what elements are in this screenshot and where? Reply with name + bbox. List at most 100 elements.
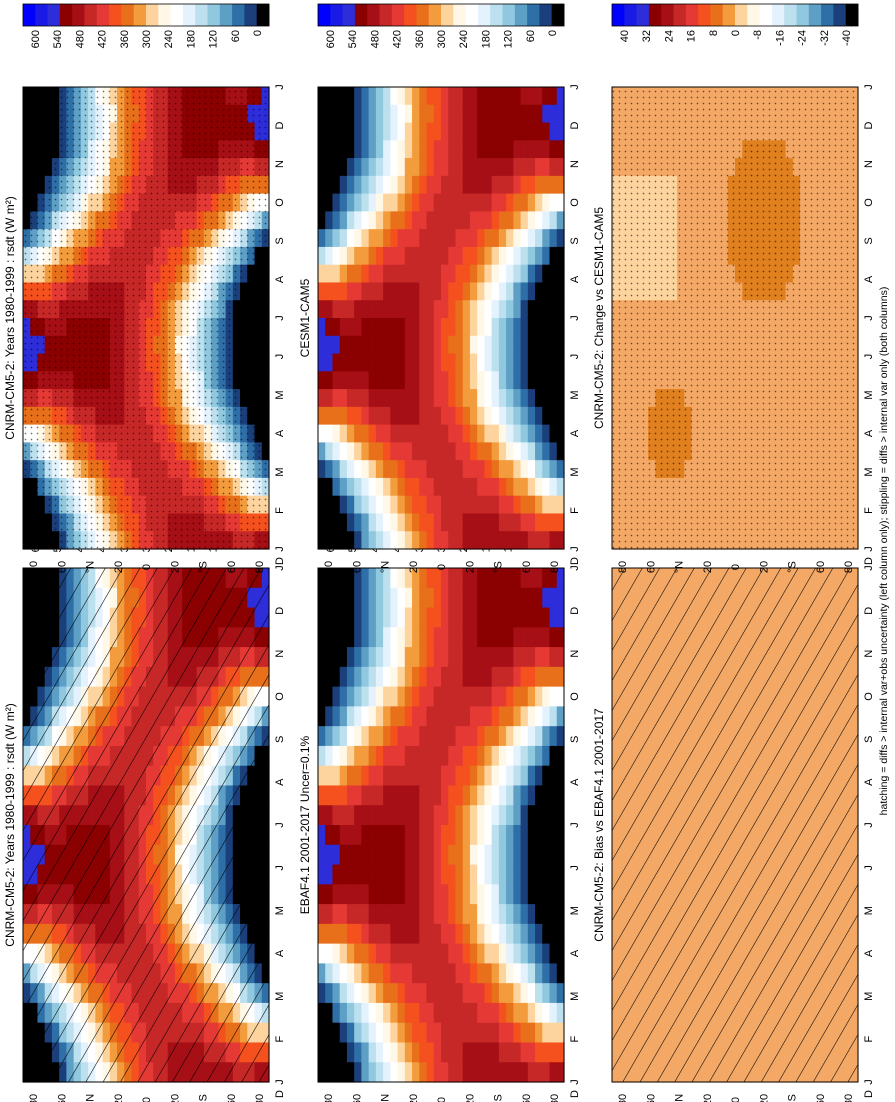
cell	[375, 175, 384, 195]
cell	[318, 1022, 326, 1044]
cell	[375, 923, 384, 945]
cell	[448, 353, 457, 372]
cell	[346, 246, 355, 266]
month-tick-label: A	[274, 949, 286, 957]
cell	[339, 531, 348, 550]
cell	[361, 627, 370, 648]
cell	[506, 442, 514, 461]
cell	[542, 122, 551, 141]
colorbar-swatch	[465, 4, 479, 26]
cell	[527, 706, 536, 727]
cell	[332, 805, 341, 826]
cell	[375, 513, 384, 532]
cell	[520, 282, 529, 301]
cell	[462, 825, 471, 846]
cell	[426, 495, 435, 515]
cell	[390, 805, 399, 826]
cell	[484, 442, 493, 461]
cell	[375, 825, 384, 846]
month-tick-label: A	[569, 778, 581, 786]
cell	[318, 104, 326, 124]
cell	[484, 318, 493, 337]
cell	[361, 1002, 370, 1024]
cell	[404, 943, 413, 964]
cell	[346, 627, 355, 648]
cell	[506, 282, 514, 301]
cell	[549, 140, 558, 159]
cell	[433, 923, 442, 945]
cell	[354, 300, 363, 319]
cell	[520, 371, 529, 390]
cell	[448, 140, 457, 159]
cell	[412, 495, 420, 515]
cell	[477, 460, 486, 479]
cell	[354, 122, 363, 141]
cell	[325, 627, 334, 648]
cell	[375, 246, 384, 266]
cell	[412, 923, 420, 945]
cell	[455, 104, 464, 124]
cell	[506, 104, 514, 124]
month-tick-label: M	[569, 390, 581, 399]
cell	[325, 300, 334, 319]
cell	[426, 963, 435, 984]
cell	[419, 706, 428, 727]
cell	[325, 844, 334, 866]
cell	[404, 568, 413, 589]
cell	[354, 627, 363, 648]
cell	[520, 1042, 529, 1063]
cell	[477, 825, 486, 846]
cell	[455, 495, 464, 515]
cell	[527, 587, 536, 609]
cell	[491, 963, 500, 984]
cell	[318, 300, 326, 319]
cell	[325, 246, 334, 266]
cell	[455, 627, 464, 648]
cell	[513, 805, 522, 826]
cell	[441, 193, 449, 212]
cell	[404, 844, 413, 866]
colorbar-swatch	[146, 4, 159, 26]
cell	[455, 389, 464, 408]
cell	[383, 1062, 391, 1083]
cell	[433, 282, 442, 301]
cell	[469, 193, 478, 212]
cell	[469, 765, 478, 787]
cell	[318, 904, 326, 925]
cell	[542, 300, 551, 319]
cell	[346, 477, 355, 497]
panel-title: CESM1-CAM5	[298, 278, 312, 357]
cell	[506, 983, 514, 1004]
cell	[397, 726, 406, 747]
cell	[527, 193, 536, 212]
cell	[535, 923, 543, 945]
cell	[527, 335, 536, 355]
cell	[383, 175, 391, 195]
cell	[513, 442, 522, 461]
cell	[354, 335, 363, 355]
cell	[346, 282, 355, 301]
cell	[375, 1002, 384, 1024]
cell	[318, 627, 326, 648]
cell	[361, 647, 370, 668]
cell	[469, 495, 478, 515]
cell	[520, 513, 529, 532]
cell	[412, 104, 420, 124]
cell	[556, 477, 565, 497]
cell	[549, 495, 558, 515]
cell	[346, 140, 355, 159]
cell	[404, 1022, 413, 1044]
cell	[513, 140, 522, 159]
cell	[542, 844, 551, 866]
colorbar-swatch	[441, 4, 454, 26]
cell	[441, 844, 449, 866]
cell	[361, 726, 370, 747]
cell	[419, 1002, 428, 1024]
cell	[412, 1062, 420, 1083]
cell	[339, 406, 348, 426]
cell	[397, 647, 406, 668]
cell	[433, 805, 442, 826]
cell	[412, 424, 420, 443]
cell	[397, 825, 406, 846]
cell	[412, 229, 420, 248]
